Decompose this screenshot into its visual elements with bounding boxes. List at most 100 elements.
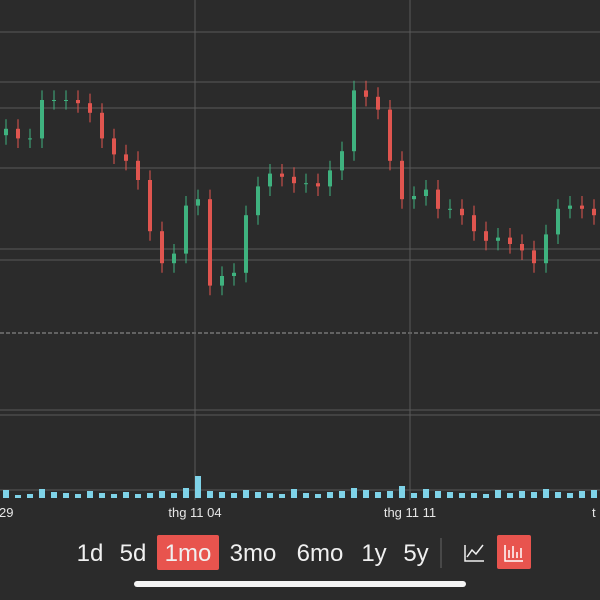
range-button[interactable]: 6mo — [297, 540, 344, 567]
volume-bar — [315, 494, 321, 498]
volume-bar — [183, 488, 189, 498]
candle-body — [148, 180, 152, 232]
volume-bar — [195, 476, 201, 498]
candle-body — [328, 170, 332, 187]
selected-range-background — [157, 535, 219, 570]
candle-body — [316, 183, 320, 187]
volume-bar — [3, 490, 9, 498]
range-button[interactable]: 1mo — [165, 540, 212, 567]
candle-body — [520, 244, 524, 251]
volume-bar — [363, 490, 369, 498]
volume-bar — [63, 493, 69, 498]
candle-body — [460, 208, 464, 216]
volume-bar — [147, 493, 153, 498]
candle-body — [556, 208, 560, 235]
volume-bar — [111, 494, 117, 498]
candle-body — [292, 176, 296, 184]
candle-body — [124, 154, 128, 161]
volume-bar — [507, 493, 513, 498]
volume-bar — [231, 493, 237, 498]
volume-bar — [291, 489, 297, 498]
candle-body — [340, 151, 344, 171]
volume-bar — [471, 493, 477, 498]
volume-bar — [123, 492, 129, 498]
volume-bar — [75, 494, 81, 498]
volume-bar — [267, 493, 273, 498]
range-button[interactable]: 3mo — [230, 540, 277, 567]
candle-body — [232, 272, 236, 276]
icon-axis — [504, 545, 523, 562]
volume-bar — [543, 489, 549, 498]
candle-body — [580, 205, 584, 209]
candle-body — [28, 138, 32, 140]
icon-background — [497, 535, 531, 569]
icon-line — [466, 544, 484, 558]
range-button[interactable]: 1d — [77, 540, 104, 567]
home-indicator — [134, 581, 466, 587]
candle-body — [52, 100, 56, 101]
volume-bar — [339, 491, 345, 498]
candle-body — [352, 90, 356, 152]
volume-bar — [207, 491, 213, 498]
candle-body — [424, 189, 428, 196]
candle-body — [100, 112, 104, 139]
volume-bar — [531, 492, 537, 498]
volume-bar — [399, 486, 405, 498]
candle-body — [184, 205, 188, 254]
line-chart-icon[interactable] — [464, 544, 484, 562]
volume-bar — [99, 493, 105, 498]
volume-bar — [495, 490, 501, 498]
volume-bar — [159, 491, 165, 498]
candle-body — [472, 215, 476, 232]
candle-body — [592, 208, 596, 216]
candle-body — [16, 128, 20, 139]
icon-bars — [508, 546, 522, 558]
candle-body — [544, 234, 548, 264]
volume-bar — [51, 492, 57, 498]
candle-body — [412, 196, 416, 200]
volume-bar — [219, 492, 225, 498]
volume-bar — [87, 491, 93, 498]
volume-bar — [171, 493, 177, 498]
volume-bar — [483, 494, 489, 498]
candle-body — [436, 189, 440, 209]
volume-bar — [423, 489, 429, 498]
candle-body — [220, 276, 224, 286]
volume-bar — [435, 491, 441, 498]
candle-body — [268, 173, 272, 187]
candle-body — [160, 231, 164, 264]
bar-chart-icon[interactable] — [497, 535, 531, 569]
volume-bar — [591, 490, 597, 498]
volume-bar — [387, 491, 393, 498]
range-button[interactable]: 5d — [120, 540, 147, 567]
candle-body — [568, 205, 572, 209]
volume-bar — [411, 493, 417, 498]
candle-body — [304, 183, 308, 185]
volume-bar — [447, 492, 453, 498]
range-button[interactable]: 1y — [361, 540, 386, 567]
range-button[interactable]: 5y — [403, 540, 428, 567]
volume-bar — [555, 492, 561, 498]
candle-body — [376, 96, 380, 110]
candle-body — [280, 173, 284, 177]
candle-body — [532, 250, 536, 264]
candle-body — [208, 199, 212, 286]
volume-bar — [567, 493, 573, 498]
candle-body — [88, 103, 92, 113]
x-tick-label: t — [592, 505, 596, 520]
volume-bar — [15, 495, 21, 498]
candle-body — [112, 138, 116, 155]
icon-axis — [464, 545, 484, 562]
volume-bar — [375, 492, 381, 498]
volume-bar — [327, 492, 333, 498]
x-tick-label: 29 — [0, 505, 13, 520]
volume-bar — [39, 489, 45, 498]
candle-body — [448, 208, 452, 210]
candle-body — [496, 237, 500, 241]
candle-body — [64, 100, 68, 101]
volume-bar — [579, 491, 585, 498]
candle-body — [400, 160, 404, 200]
candle-body — [4, 128, 8, 136]
